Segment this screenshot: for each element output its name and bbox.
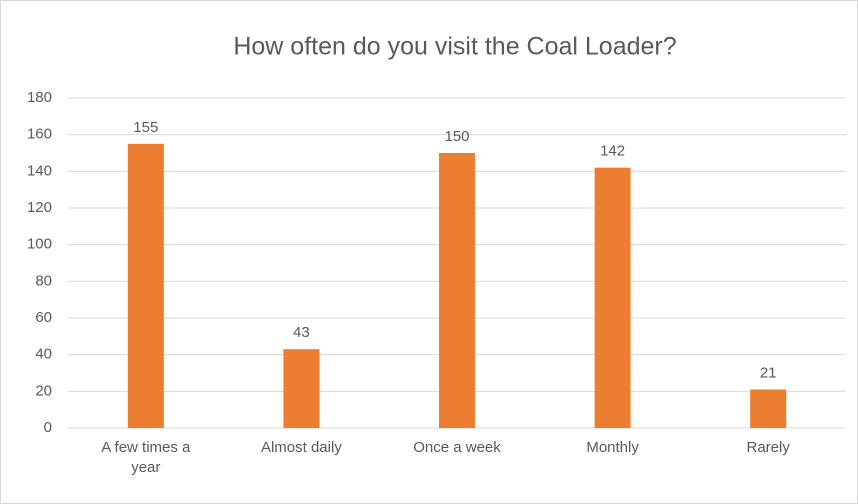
x-tick-label: A few times a year xyxy=(101,439,191,476)
data-label: 150 xyxy=(444,128,469,145)
y-tick-label: 20 xyxy=(35,382,52,399)
bar xyxy=(594,167,631,428)
y-tick-label: 60 xyxy=(35,309,52,326)
x-tick-label: Almost daily xyxy=(260,439,342,456)
bar xyxy=(283,349,320,428)
data-label: 43 xyxy=(293,324,310,341)
bar xyxy=(439,153,475,428)
y-tick-label: 80 xyxy=(35,272,52,289)
y-tick-label: 140 xyxy=(27,162,52,179)
y-tick-label: 120 xyxy=(27,199,52,216)
x-tick-label: Rarely xyxy=(746,439,790,456)
data-label: 155 xyxy=(133,119,158,136)
data-label: 21 xyxy=(760,364,777,381)
chart-title: How often do you visit the Coal Loader? xyxy=(233,33,676,61)
y-tick-label: 40 xyxy=(35,346,52,363)
y-tick-label: 100 xyxy=(27,236,52,253)
data-label: 142 xyxy=(600,143,625,160)
y-tick-label: 0 xyxy=(44,419,52,436)
x-tick-label: Once a week xyxy=(413,439,501,456)
y-tick-label: 160 xyxy=(27,126,52,143)
bar xyxy=(127,143,164,429)
y-tick-label: 180 xyxy=(27,89,52,106)
bar xyxy=(750,389,787,428)
x-tick-label: Monthly xyxy=(586,439,639,456)
